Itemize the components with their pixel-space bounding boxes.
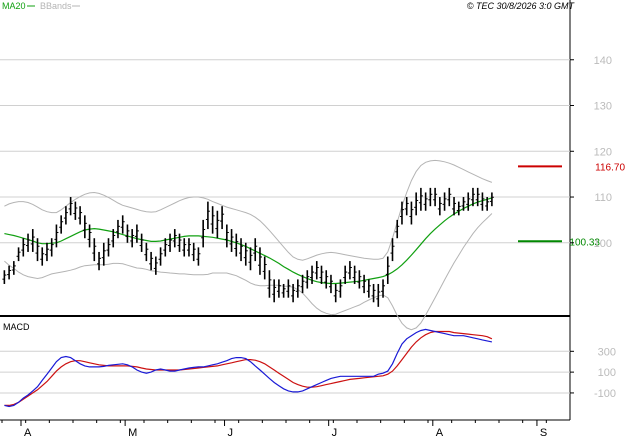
month-label: A bbox=[24, 427, 32, 439]
price-tick-label: 100 bbox=[594, 238, 612, 250]
copyright-label: © TEC 30/8/2026 3:0 GMT bbox=[467, 1, 576, 11]
legend-bbands: BBands bbox=[40, 1, 72, 11]
price-tick-label: 120 bbox=[594, 146, 612, 158]
support-level-label: 100.33 bbox=[569, 237, 600, 248]
macd-tick-label: 100 bbox=[598, 367, 616, 379]
macd-title: MACD bbox=[3, 322, 30, 332]
ma20-line bbox=[4, 197, 493, 285]
month-label: M bbox=[128, 427, 137, 439]
macd-tick-label: -100 bbox=[594, 388, 616, 400]
price-tick-label: 140 bbox=[594, 55, 612, 67]
price-tick-label: 130 bbox=[594, 101, 612, 113]
legend-ma: MA20 bbox=[2, 1, 26, 11]
month-label: J bbox=[332, 427, 338, 439]
resistance-level-label: 116.70 bbox=[595, 162, 625, 173]
bbands-upper-line bbox=[4, 159, 493, 261]
bbands-lower-line bbox=[4, 213, 493, 331]
month-label: A bbox=[436, 427, 444, 439]
macd-line bbox=[4, 328, 493, 408]
month-label: S bbox=[540, 427, 547, 439]
macd-signal-line bbox=[4, 330, 493, 406]
macd-tick-label: 300 bbox=[598, 346, 616, 358]
month-label: J bbox=[228, 427, 234, 439]
price-tick-label: 110 bbox=[594, 192, 612, 204]
